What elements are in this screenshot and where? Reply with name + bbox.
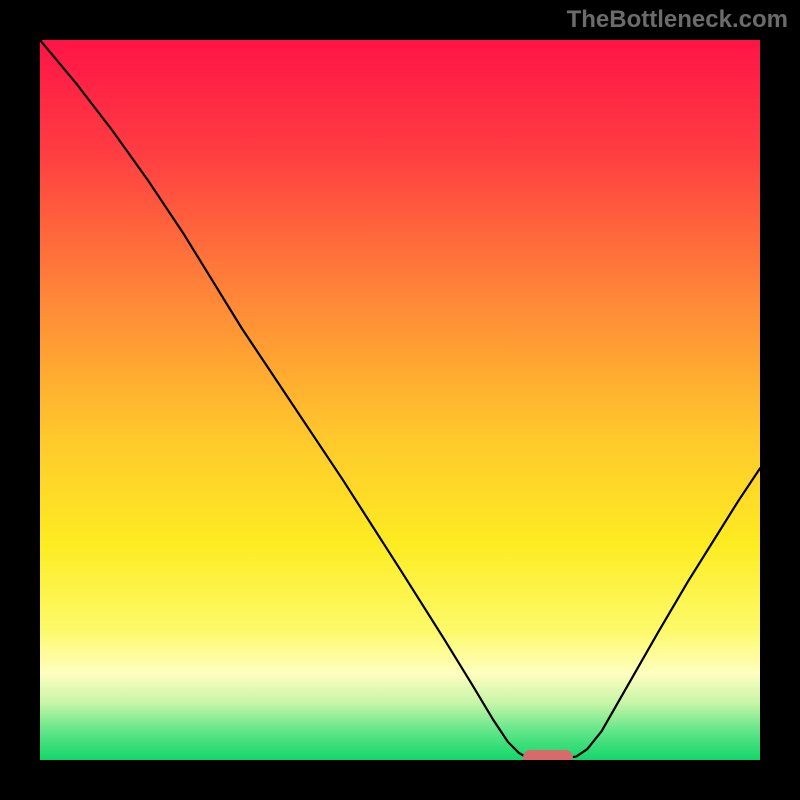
bottleneck-chart: TheBottleneck.com bbox=[0, 0, 800, 800]
optimal-marker bbox=[523, 750, 573, 760]
plot-area bbox=[40, 40, 760, 760]
bottleneck-curve bbox=[40, 40, 760, 760]
watermark-text: TheBottleneck.com bbox=[567, 6, 788, 34]
curve-path bbox=[40, 40, 760, 759]
